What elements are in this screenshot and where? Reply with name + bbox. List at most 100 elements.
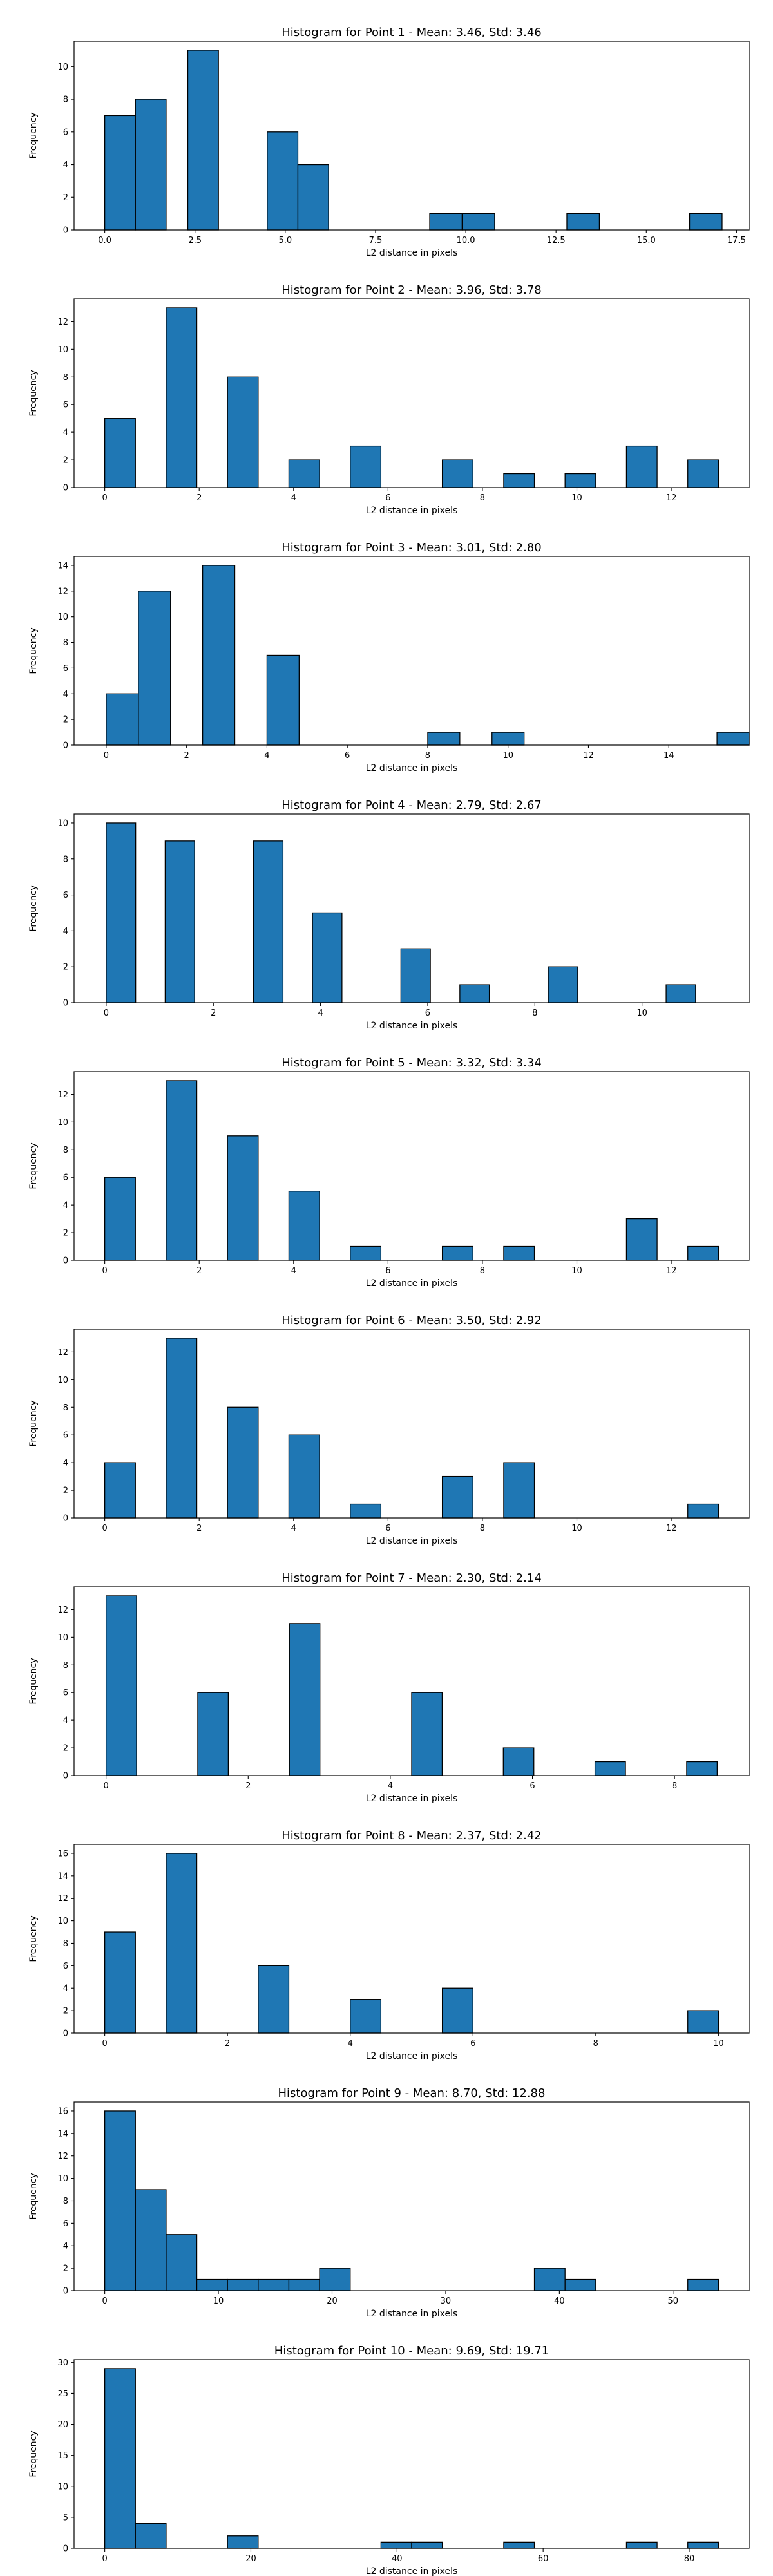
histogram-panel-9: Histogram for Point 9 - Mean: 8.70, Std:… — [0, 2061, 773, 2318]
histogram-bar — [687, 1503, 720, 1519]
chart-title: Histogram for Point 10 - Mean: 9.69, Std… — [274, 2344, 549, 2358]
y-tick-label: 16 — [57, 2107, 68, 2116]
x-tick-label: 0 — [102, 2297, 107, 2306]
x-tick-label: 8 — [480, 1524, 485, 1533]
histogram-bar — [135, 2189, 167, 2291]
histogram-bar — [625, 1218, 658, 1261]
x-tick-label: 20 — [327, 2297, 338, 2306]
y-tick-label: 20 — [57, 2420, 68, 2430]
histogram-bar — [135, 2523, 167, 2549]
y-axis-label: Frequency — [28, 112, 39, 158]
y-tick-label: 5 — [63, 2513, 68, 2523]
x-tick-label: 4 — [348, 2039, 353, 2049]
x-axis-label: L2 distance in pixels — [366, 1021, 458, 1030]
histogram-bar — [427, 732, 461, 746]
histogram-panel-3: Histogram for Point 3 - Mean: 3.01, Std:… — [0, 515, 773, 773]
histogram-bar — [258, 1965, 290, 2034]
histogram-bar — [166, 307, 198, 488]
histogram-bar — [104, 2368, 136, 2549]
histogram-bar — [625, 445, 658, 488]
histogram-bar — [687, 2010, 720, 2034]
y-tick-label: 12 — [57, 587, 68, 596]
histogram-bar — [227, 1135, 259, 1261]
x-tick-label: 8 — [425, 751, 430, 761]
y-tick-label: 4 — [63, 2242, 68, 2251]
y-tick-label: 6 — [63, 1431, 68, 1441]
plot-frame — [73, 298, 750, 488]
y-tick-label: 0 — [63, 999, 68, 1009]
x-tick-label: 8 — [480, 1266, 485, 1276]
histogram-bar — [166, 2234, 198, 2291]
histogram-bar — [502, 1747, 535, 1776]
y-axis-label: Frequency — [28, 1915, 39, 1962]
histogram-panel-5: Histogram for Point 5 - Mean: 3.32, Std:… — [0, 1030, 773, 1288]
histogram-bar — [267, 131, 299, 231]
histogram-svg-4: Histogram for Point 4 - Mean: 2.79, Std:… — [28, 799, 750, 1030]
y-tick-label: 8 — [63, 1661, 68, 1671]
y-axis-label: Frequency — [28, 2430, 39, 2477]
x-tick-label: 60 — [538, 2554, 549, 2564]
y-tick-label: 8 — [63, 1939, 68, 1949]
x-tick-label: 2 — [211, 1009, 216, 1018]
y-tick-label: 4 — [63, 927, 68, 936]
x-axis-label: L2 distance in pixels — [366, 2309, 458, 2318]
x-tick-label: 2 — [184, 751, 189, 761]
plot-frame — [73, 2359, 750, 2549]
y-tick-label: 15 — [57, 2451, 68, 2461]
y-tick-label: 6 — [63, 2219, 68, 2229]
y-tick-label: 10 — [57, 1376, 68, 1385]
x-tick-label: 6 — [425, 1009, 430, 1018]
y-tick-label: 14 — [57, 561, 68, 571]
histogram-bar — [564, 2278, 596, 2291]
x-tick-label: 12 — [666, 1266, 677, 1276]
histogram-bar — [197, 1692, 229, 1776]
y-tick-label: 14 — [57, 2129, 68, 2139]
y-tick-label: 10 — [57, 1917, 68, 1926]
histogram-panel-6: Histogram for Point 6 - Mean: 3.50, Std:… — [0, 1288, 773, 1546]
histogram-bar — [104, 115, 136, 231]
y-axis-label: Frequency — [28, 1142, 39, 1189]
histogram-bar — [253, 840, 284, 1003]
histogram-bar — [441, 459, 473, 488]
histogram-bar — [227, 376, 259, 488]
histogram-svg-8: Histogram for Point 8 - Mean: 2.37, Std:… — [28, 1829, 750, 2061]
histogram-bar — [106, 822, 137, 1003]
x-tick-label: 20 — [245, 2554, 256, 2564]
histogram-bar — [503, 2541, 535, 2549]
x-axis-label: L2 distance in pixels — [366, 1278, 458, 1288]
histogram-bar — [564, 473, 596, 488]
y-tick-label: 12 — [57, 317, 68, 327]
histogram-bar — [380, 2541, 412, 2549]
x-axis-label: L2 distance in pixels — [366, 1536, 458, 1546]
plot-frame — [73, 1844, 750, 2034]
histogram-bar — [503, 1245, 535, 1261]
histogram-bar — [135, 99, 167, 231]
y-tick-label: 8 — [63, 638, 68, 648]
chart-title: Histogram for Point 6 - Mean: 3.50, Std:… — [282, 1314, 542, 1327]
x-tick-label: 2 — [196, 1266, 202, 1276]
x-tick-label: 4 — [264, 751, 269, 761]
chart-title: Histogram for Point 5 - Mean: 3.32, Std:… — [282, 1056, 542, 1070]
x-tick-label: 8 — [672, 1781, 677, 1791]
histogram-bar — [400, 948, 431, 1003]
histogram-bar — [687, 2278, 720, 2291]
y-axis-label: Frequency — [28, 370, 39, 416]
plot-frame — [73, 556, 750, 746]
x-tick-label: 7.5 — [369, 236, 383, 245]
histogram-bar — [350, 1503, 382, 1519]
histogram-bar — [104, 1931, 136, 2034]
y-axis-label: Frequency — [28, 1658, 39, 1704]
y-tick-label: 10 — [57, 1633, 68, 1643]
y-tick-label: 6 — [63, 891, 68, 900]
plot-frame — [73, 1071, 750, 1261]
y-tick-label: 12 — [57, 1090, 68, 1100]
y-tick-label: 2 — [63, 715, 68, 725]
histogram-svg-2: Histogram for Point 2 - Mean: 3.96, Std:… — [28, 283, 750, 515]
histogram-bar — [491, 732, 525, 746]
y-tick-label: 10 — [57, 819, 68, 828]
histogram-bar — [106, 693, 139, 746]
y-tick-label: 2 — [63, 1486, 68, 1496]
y-axis-label: Frequency — [28, 627, 39, 674]
x-tick-label: 10 — [571, 1266, 582, 1276]
x-tick-label: 0 — [102, 2039, 107, 2049]
